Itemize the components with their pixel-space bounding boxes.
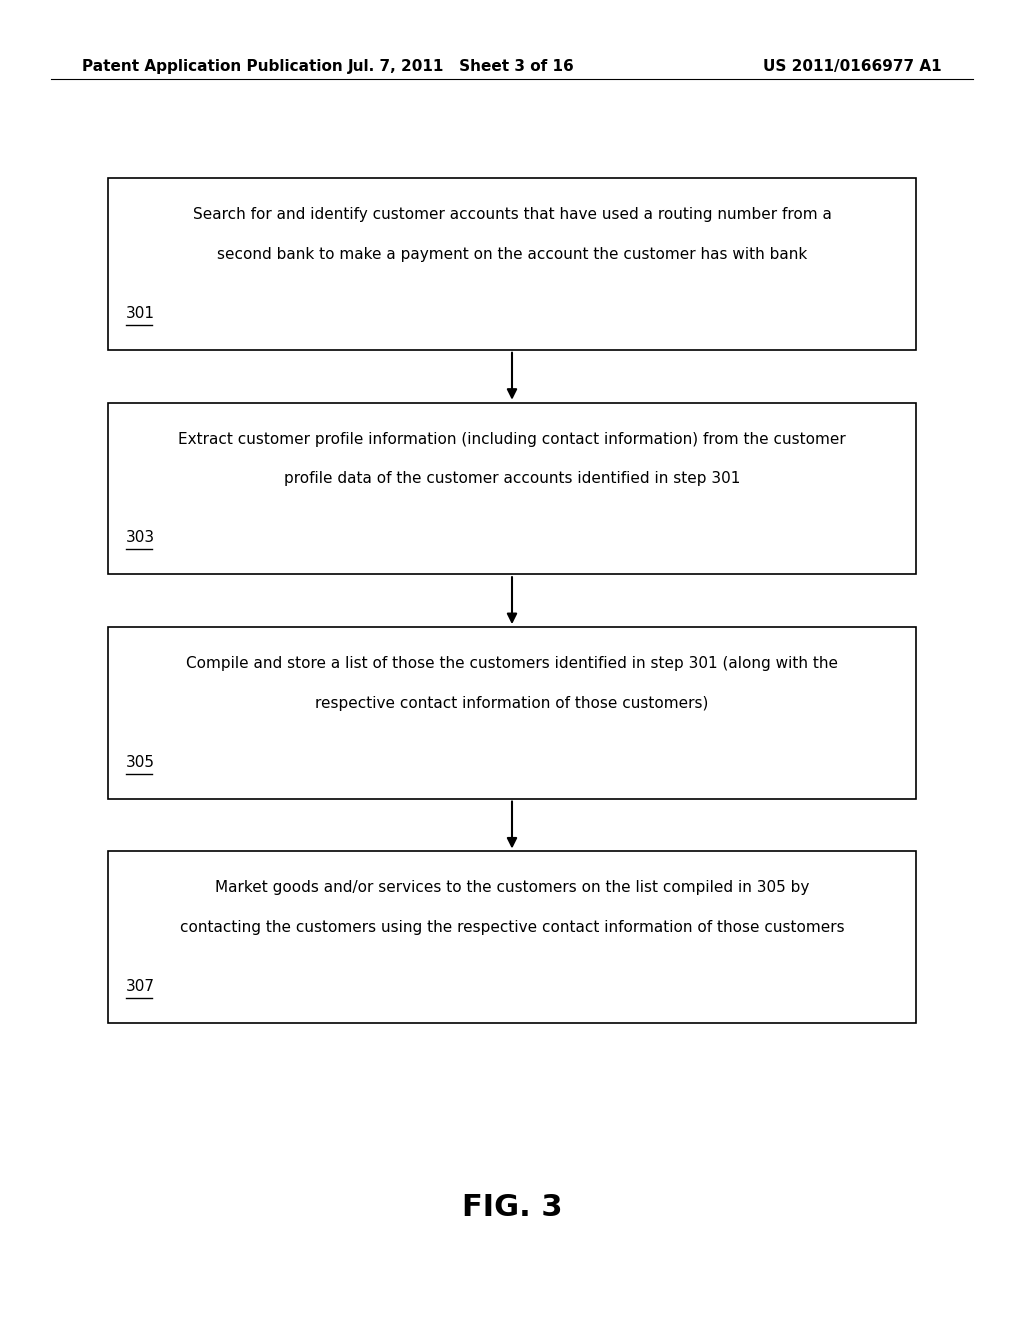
Text: 305: 305 xyxy=(126,755,155,770)
FancyBboxPatch shape xyxy=(108,627,916,799)
FancyBboxPatch shape xyxy=(108,403,916,574)
Text: second bank to make a payment on the account the customer has with bank: second bank to make a payment on the acc… xyxy=(217,247,807,261)
Text: contacting the customers using the respective contact information of those custo: contacting the customers using the respe… xyxy=(179,920,845,935)
Text: Search for and identify customer accounts that have used a routing number from a: Search for and identify customer account… xyxy=(193,207,831,222)
FancyBboxPatch shape xyxy=(108,851,916,1023)
Text: Market goods and/or services to the customers on the list compiled in 305 by: Market goods and/or services to the cust… xyxy=(215,880,809,895)
Text: Compile and store a list of those the customers identified in step 301 (along wi: Compile and store a list of those the cu… xyxy=(186,656,838,671)
Text: Jul. 7, 2011   Sheet 3 of 16: Jul. 7, 2011 Sheet 3 of 16 xyxy=(347,59,574,74)
Text: respective contact information of those customers): respective contact information of those … xyxy=(315,696,709,710)
Text: US 2011/0166977 A1: US 2011/0166977 A1 xyxy=(764,59,942,74)
Text: profile data of the customer accounts identified in step 301: profile data of the customer accounts id… xyxy=(284,471,740,486)
FancyBboxPatch shape xyxy=(108,178,916,350)
Text: Patent Application Publication: Patent Application Publication xyxy=(82,59,343,74)
Text: 303: 303 xyxy=(126,531,155,545)
Text: Extract customer profile information (including contact information) from the cu: Extract customer profile information (in… xyxy=(178,432,846,446)
Text: 301: 301 xyxy=(126,306,155,321)
Text: 307: 307 xyxy=(126,979,155,994)
Text: FIG. 3: FIG. 3 xyxy=(462,1193,562,1222)
